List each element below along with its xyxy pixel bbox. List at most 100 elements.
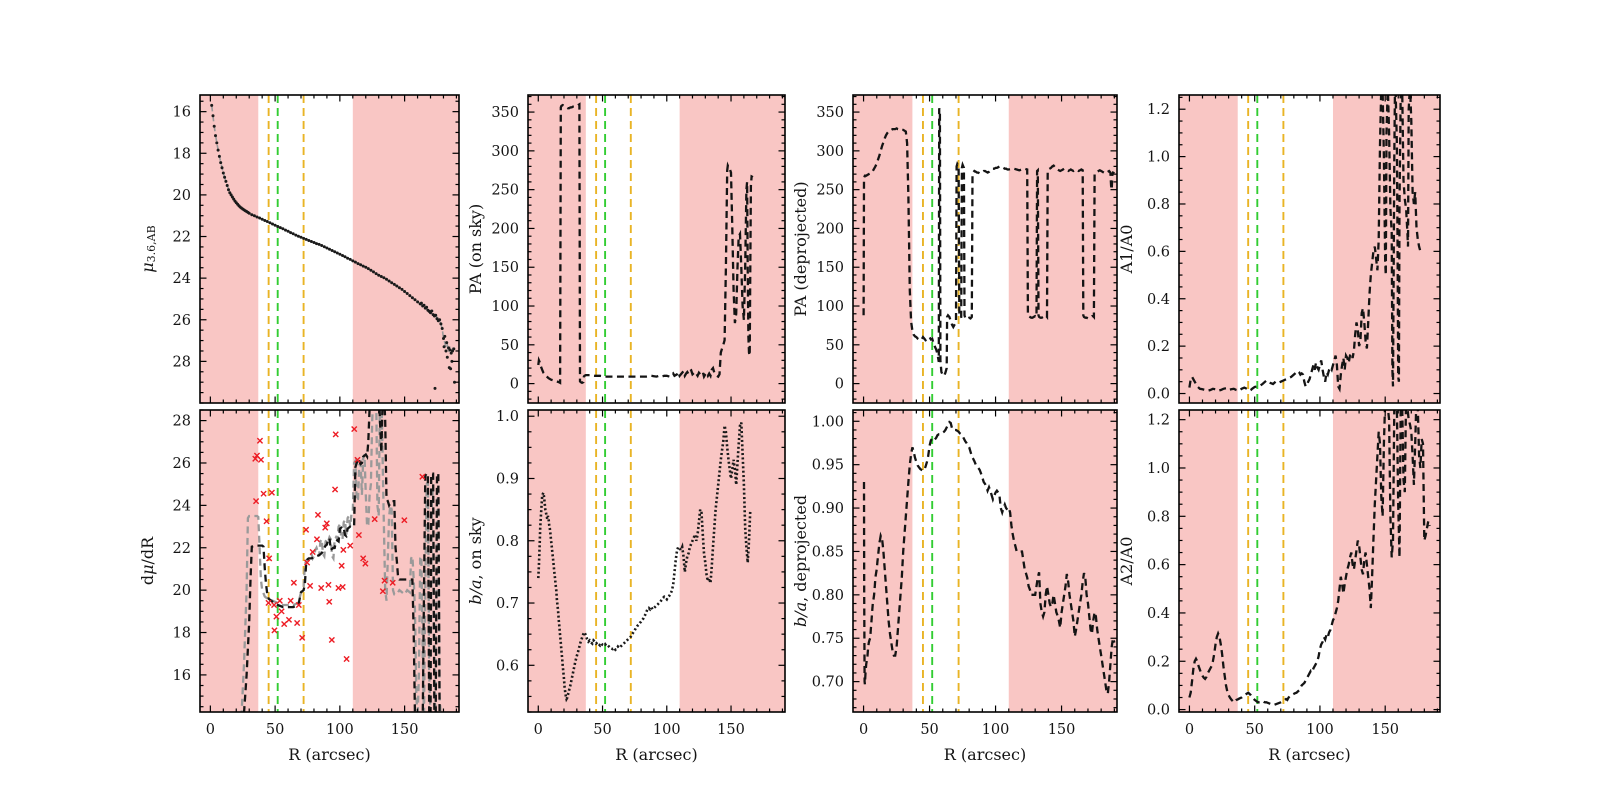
tick-labels: 0 50 100 150 200 250 300 350	[491, 105, 519, 393]
y-tick-label: 1.2	[1147, 102, 1170, 118]
tick-labels: 0.0 0.2 0.4 0.6 0.8 1.0 1.2 0 50 100 150	[1147, 413, 1399, 738]
y-tick-label: 0.2	[1147, 339, 1170, 355]
y-tick-label: 0.6	[1147, 244, 1170, 260]
masked-radius-band	[352, 95, 459, 403]
x-tick-label: 100	[326, 722, 354, 738]
tick-labels: 0.6 0.7 0.8 0.9 1.0 0 50 100 150	[496, 409, 745, 738]
y-tick-label: 0.0	[1147, 703, 1170, 719]
dmu-dr-smoothed-line	[240, 410, 442, 712]
y-axis-label: A1/A0	[1117, 225, 1136, 275]
x-axis-label: R (arcsec)	[615, 745, 697, 764]
y-axis-label: b/a, deprojected	[791, 495, 810, 627]
y-tick-label: 20	[173, 188, 191, 204]
masked-radius-band	[1332, 410, 1440, 712]
ba-onsky-curve	[537, 421, 752, 703]
ba-deprojected-plot: 0.70 0.75 0.80 0.85 0.90 0.95 1.00 0 50 100 150 R (…	[791, 409, 1118, 764]
plot-frame	[199, 94, 460, 404]
x-axis-label: R (arcsec)	[288, 745, 370, 764]
plot-frame	[852, 94, 1118, 404]
y-tick-label: 20	[173, 583, 191, 599]
dmu-dr-plot: 16 18 20 22 24 26 28 0 50 100 150 R (arcsec) dμ/dR	[138, 409, 460, 764]
y-tick-label: 18	[173, 626, 191, 642]
y-tick-label: 16	[173, 668, 191, 684]
y-tick-label: 0.75	[812, 631, 844, 647]
y-tick-label: 1.2	[1147, 413, 1170, 429]
plot-frame	[1178, 94, 1441, 404]
y-tick-label: 0.8	[1147, 509, 1170, 525]
plot-frame	[199, 409, 460, 713]
y-axis-label: PA (deprojected)	[791, 181, 810, 316]
ba-on-sky-plot: 0.6 0.7 0.8 0.9 1.0 0 50 100 150 R (arcsec) b/a, o…	[466, 409, 786, 764]
y-tick-label: 50	[501, 338, 519, 354]
x-tick-label: 0	[859, 722, 868, 738]
x-tick-label: 100	[1306, 722, 1334, 738]
pa-on-sky-plot: 0 50 100 150 200 250 300 350 PA (on sky)	[466, 94, 786, 404]
x-tick-label: 150	[391, 722, 419, 738]
y-tick-label: 350	[491, 105, 519, 121]
dmu-dr-raw-points	[252, 425, 426, 663]
masked-radius-band	[528, 410, 586, 712]
surface-brightness-plot: 16 18 20 22 24 26 28 μ3.6,AB	[138, 94, 460, 404]
x-axis-label: R (arcsec)	[1268, 745, 1350, 764]
masked-radius-band	[528, 95, 586, 403]
y-tick-label: 0	[510, 377, 519, 393]
tick-labels: 16 18 20 22 24 26 28 0 50 100 150	[173, 414, 419, 738]
plot-frame	[852, 409, 1118, 713]
y-axis-label: b/a, on sky	[466, 517, 485, 604]
x-tick-label: 50	[266, 722, 284, 738]
a2-a0-plot: 0.0 0.2 0.4 0.6 0.8 1.0 1.2 0 50 100 150 R (arcsec)…	[1117, 409, 1441, 764]
y-tick-label: 28	[173, 354, 191, 370]
masked-radius-band	[200, 95, 259, 403]
y-tick-label: 0	[835, 377, 844, 393]
y-axis-label: dμ/dR	[138, 536, 157, 585]
tick-labels: 0.0 0.2 0.4 0.6 0.8 1.0 1.2	[1147, 102, 1170, 402]
y-tick-label: 150	[491, 260, 519, 276]
y-tick-label: 1.0	[1147, 150, 1170, 166]
y-tick-label: 0.6	[1147, 558, 1170, 574]
y-tick-label: 0.6	[496, 658, 519, 674]
x-tick-label: 0	[534, 722, 543, 738]
y-tick-label: 0.8	[1147, 197, 1170, 213]
y-tick-label: 300	[491, 144, 519, 160]
y-tick-label: 0.4	[1147, 292, 1170, 308]
pa-deproj-line	[862, 107, 1115, 378]
tick-labels: 16 18 20 22 24 26 28	[173, 105, 191, 371]
x-tick-label: 100	[982, 722, 1010, 738]
tick-labels: 0.70 0.75 0.80 0.85 0.90 0.95 1.00 0 50 100 150	[812, 414, 1076, 738]
x-tick-label: 50	[920, 722, 938, 738]
tick-labels: 0 50 100 150 200 250 300 350	[816, 105, 844, 393]
dmu-dr-line	[242, 410, 441, 712]
plot-frame	[1178, 409, 1441, 713]
y-tick-label: 150	[816, 260, 844, 276]
y-tick-label: 200	[491, 221, 519, 237]
y-tick-label: 0.2	[1147, 654, 1170, 670]
y-tick-label: 0.7	[496, 596, 519, 612]
pa-deprojected-plot: 0 50 100 150 200 250 300 350 PA (deprojected)	[791, 94, 1118, 404]
y-tick-label: 200	[816, 221, 844, 237]
y-axis-label: A2/A0	[1117, 537, 1136, 587]
y-tick-label: 0.80	[812, 588, 844, 604]
y-tick-label: 1.00	[812, 414, 844, 430]
masked-radius-band	[1179, 410, 1238, 712]
masked-radius-band	[1179, 95, 1238, 403]
y-tick-label: 0.9	[496, 471, 519, 487]
x-axis-label: R (arcsec)	[944, 745, 1026, 764]
y-tick-label: 50	[826, 338, 844, 354]
y-tick-label: 22	[173, 230, 191, 246]
y-tick-label: 100	[816, 299, 844, 315]
masked-radius-band	[352, 410, 459, 712]
x-tick-label: 150	[1371, 722, 1399, 738]
y-axis-label: μ3.6,AB	[138, 225, 158, 272]
y-axis-label: PA (on sky)	[466, 204, 485, 294]
y-tick-label: 0.70	[812, 675, 844, 691]
y-tick-label: 24	[173, 498, 191, 514]
masked-radius-band	[853, 95, 913, 403]
x-tick-label: 150	[1048, 722, 1076, 738]
masked-radius-band	[200, 410, 259, 712]
plot-frame	[527, 94, 786, 404]
a1-a0-line	[1188, 95, 1422, 393]
y-tick-label: 300	[816, 144, 844, 160]
y-tick-label: 0.90	[812, 501, 844, 517]
plot-frame	[527, 409, 786, 713]
